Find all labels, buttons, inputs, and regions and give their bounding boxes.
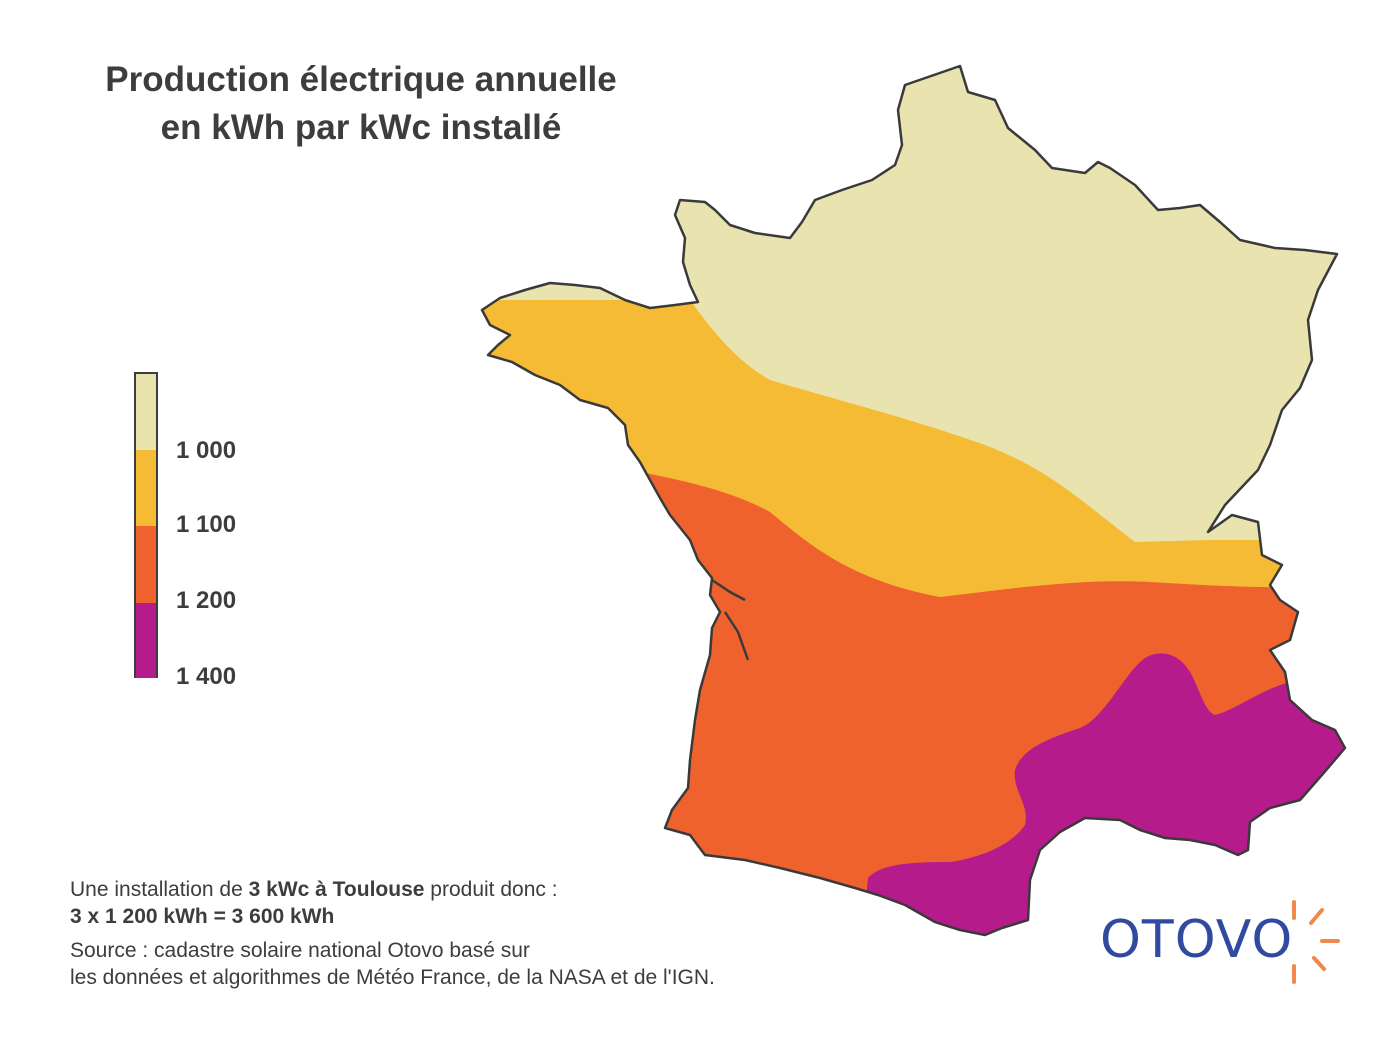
legend-color-bar — [134, 372, 158, 678]
toulouse-example: Une installation de 3 kWc à Toulouse pro… — [70, 878, 558, 901]
legend-label-1200: 1 200 — [176, 587, 237, 614]
sun-rays-icon — [1292, 900, 1340, 984]
legend-swatch-1400 — [136, 603, 156, 678]
legend-swatch-1000 — [136, 374, 156, 450]
legend-label-1100: 1 100 — [176, 511, 237, 538]
france-map — [480, 64, 1347, 937]
footer-notes: Une installation de 3 kWc à Toulouse pro… — [70, 876, 715, 991]
coastal-island-re — [711, 578, 746, 602]
legend-swatch-1100 — [136, 450, 156, 526]
title-line-1: Production électrique annuelle — [105, 60, 617, 99]
legend-label-1000: 1 000 — [176, 437, 237, 464]
toulouse-calculation: 3 x 1 200 kWh = 3 600 kWh — [70, 905, 335, 928]
legend: 1 000 1 100 1 200 1 400 — [134, 372, 294, 692]
legend-label-1400: 1 400 — [176, 663, 237, 690]
source-line-2: les données et algorithmes de Météo Fran… — [70, 966, 715, 989]
otovo-logo: OTOVO — [1100, 896, 1350, 988]
coastal-island-oleron — [723, 611, 750, 661]
source-line-1: Source : cadastre solaire national Otovo… — [70, 939, 530, 962]
legend-swatch-1200 — [136, 526, 156, 603]
map-title: Production électrique annuelle en kWh pa… — [30, 56, 692, 152]
toulouse-highlight: 3 kWc à Toulouse — [248, 878, 425, 901]
title-line-2: en kWh par kWc installé — [160, 108, 562, 147]
logo-wordmark: OTOVO — [1100, 910, 1294, 970]
